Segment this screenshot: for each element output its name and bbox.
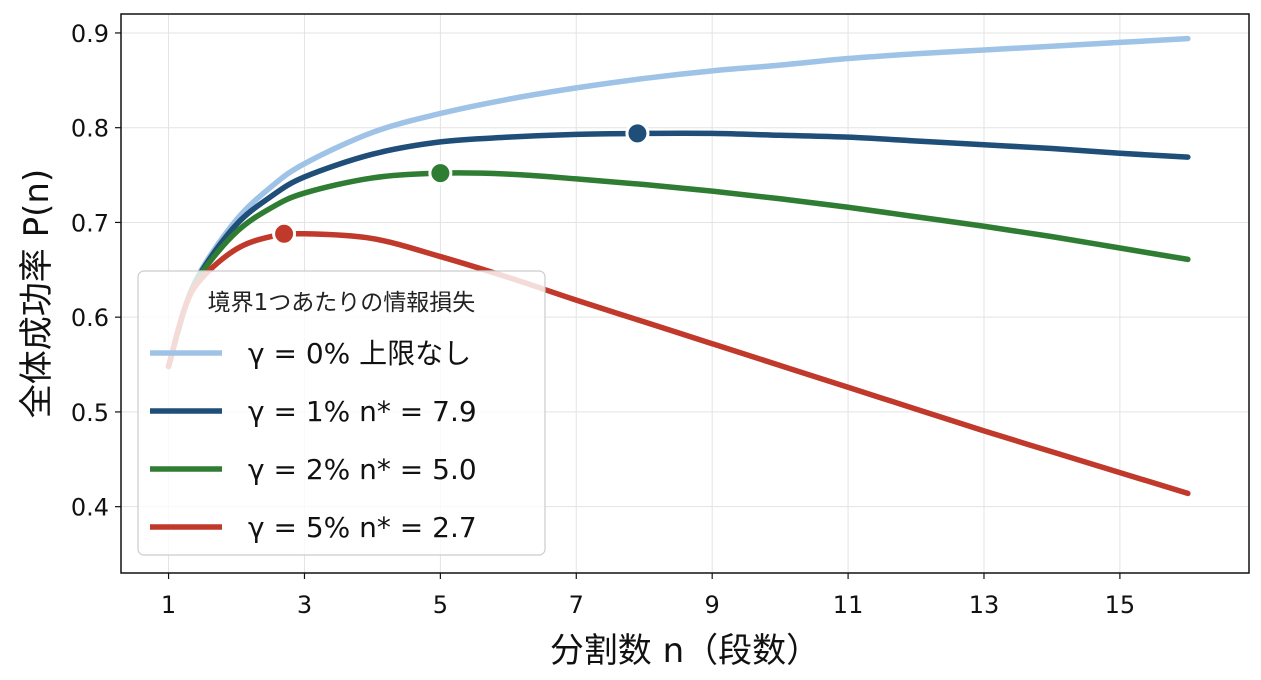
legend-label-3: γ = 5% n* = 2.7 — [248, 511, 477, 544]
plot-frame — [120, 13, 1250, 574]
y-tick-label: 0.8 — [71, 115, 109, 143]
series-line-1 — [165, 130, 1191, 370]
y-tick-label: 0.9 — [71, 20, 109, 48]
optimum-marker-2 — [428, 161, 453, 186]
x-tick-label: 3 — [297, 591, 312, 619]
optimum-markers — [272, 121, 650, 246]
x-tick-label: 5 — [433, 591, 448, 619]
legend-title: 境界1つあたりの情報損失 — [208, 290, 476, 316]
x-tick-label: 11 — [833, 591, 864, 619]
y-tick-label: 0.4 — [71, 494, 109, 522]
x-tick-label: 13 — [969, 591, 1000, 619]
y-tick-label: 0.7 — [71, 209, 109, 237]
x-tick-label: 9 — [705, 591, 720, 619]
legend-items: γ = 0% 上限なし γ = 1% n* = 7.9 γ = 2% n* = 5.… — [150, 337, 477, 544]
series-lines — [165, 35, 1191, 497]
series-line-0 — [165, 35, 1191, 370]
optimum-marker-3 — [272, 221, 297, 246]
legend-box — [137, 270, 546, 556]
axis-ticks: 1 3 5 7 9 11 13 150.40.50.60.70.80.9 — [71, 20, 1135, 619]
x-axis-label: 分割数 n（段数） — [550, 631, 820, 671]
y-tick-label: 0.6 — [71, 304, 109, 332]
optimum-marker-1 — [625, 121, 650, 146]
x-tick-label: 7 — [569, 591, 584, 619]
legend-label-2: γ = 2% n* = 5.0 — [248, 453, 477, 486]
x-tick-label: 15 — [1105, 591, 1136, 619]
legend-label-0: γ = 0% 上限なし — [248, 337, 471, 370]
series-line-3 — [165, 230, 1191, 497]
y-tick-label: 0.5 — [71, 399, 109, 427]
series-line-2 — [165, 170, 1191, 370]
x-tick-label: 1 — [161, 591, 176, 619]
legend-label-1: γ = 1% n* = 7.9 — [248, 395, 477, 428]
y-axis-label: 全体成功率 P(n) — [17, 169, 57, 418]
